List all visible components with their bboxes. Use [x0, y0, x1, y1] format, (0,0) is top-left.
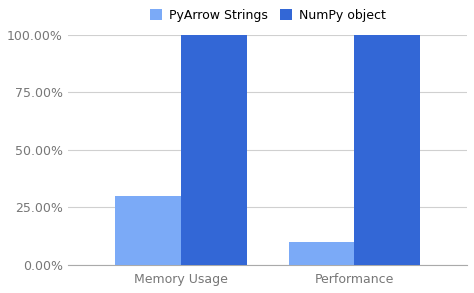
Bar — [115, 196, 181, 265]
Bar — [181, 35, 247, 265]
Legend: PyArrow Strings, NumPy object: PyArrow Strings, NumPy object — [147, 6, 388, 24]
Bar — [289, 242, 355, 265]
Bar — [355, 35, 420, 265]
